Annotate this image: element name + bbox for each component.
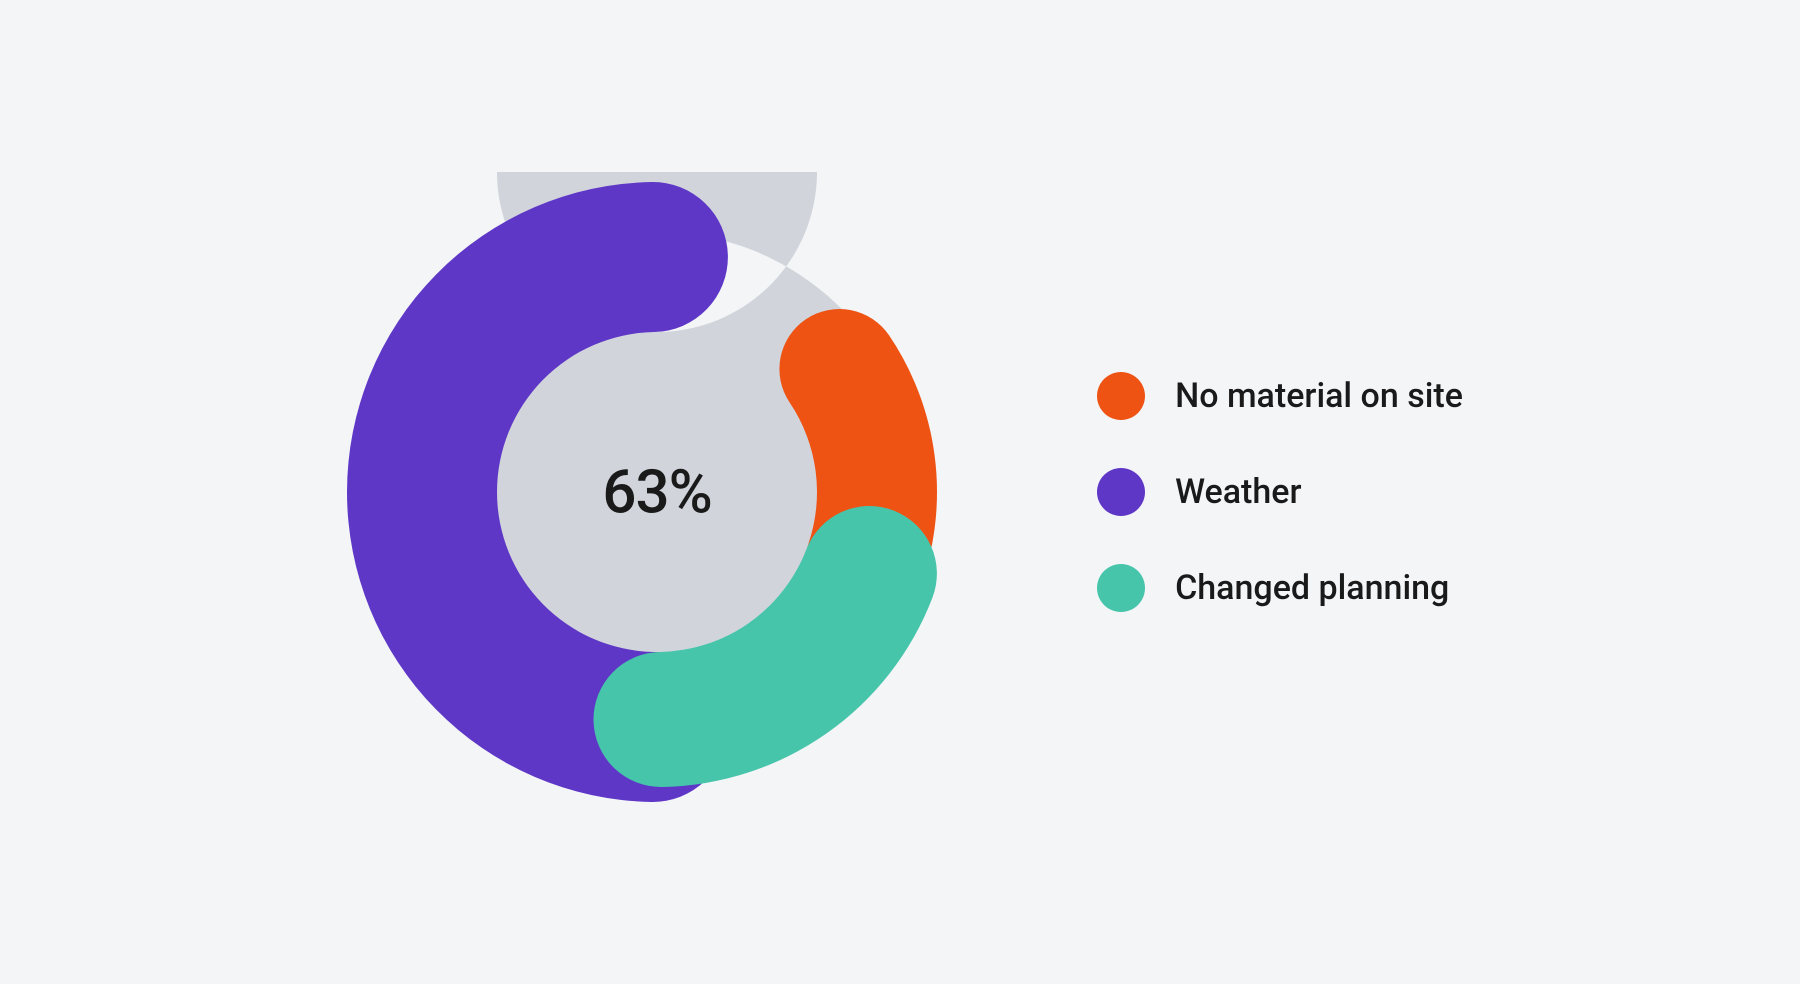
legend-item: Weather <box>1097 468 1463 516</box>
legend-swatch <box>1097 372 1145 420</box>
donut-chart: 63% <box>337 172 977 812</box>
donut-chart-container: 63% No material on site Weather Changed pl… <box>337 172 1463 812</box>
legend-item: Changed planning <box>1097 564 1463 612</box>
legend-label: Changed planning <box>1175 568 1449 608</box>
legend-swatch <box>1097 468 1145 516</box>
legend-item: No material on site <box>1097 372 1463 420</box>
legend-label: Weather <box>1175 472 1301 512</box>
legend-label: No material on site <box>1175 376 1463 416</box>
donut-center-value: 63% <box>602 457 711 528</box>
legend-swatch <box>1097 564 1145 612</box>
chart-legend: No material on site Weather Changed planni… <box>1097 372 1463 612</box>
